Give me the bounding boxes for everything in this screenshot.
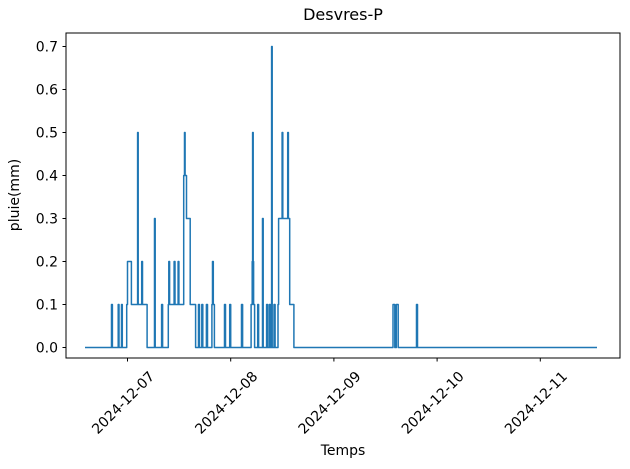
y-tick-label: 0.1 xyxy=(36,297,58,313)
x-axis-label: Temps xyxy=(320,443,366,459)
y-tick-label: 0.0 xyxy=(36,340,58,356)
x-tick-label: 2024-12-09 xyxy=(296,369,365,438)
y-tick-label: 0.3 xyxy=(36,211,58,227)
plot-frame xyxy=(65,32,621,359)
x-tick-label: 2024-12-07 xyxy=(89,369,158,438)
x-tick-label: 2024-12-08 xyxy=(192,369,261,438)
series-line-pluie xyxy=(85,45,597,349)
y-tick-label: 0.4 xyxy=(36,168,58,184)
y-axis-label: pluie(mm) xyxy=(7,158,23,232)
y-tick-label: 0.7 xyxy=(36,39,58,55)
y-tick-label: 0.6 xyxy=(36,82,58,98)
chart-title: Desvres-P xyxy=(303,5,383,24)
y-tick-label: 0.2 xyxy=(36,254,58,270)
x-tick-label: 2024-12-11 xyxy=(502,369,571,438)
x-tick-label: 2024-12-10 xyxy=(399,369,468,438)
y-tick-label: 0.5 xyxy=(36,125,58,141)
